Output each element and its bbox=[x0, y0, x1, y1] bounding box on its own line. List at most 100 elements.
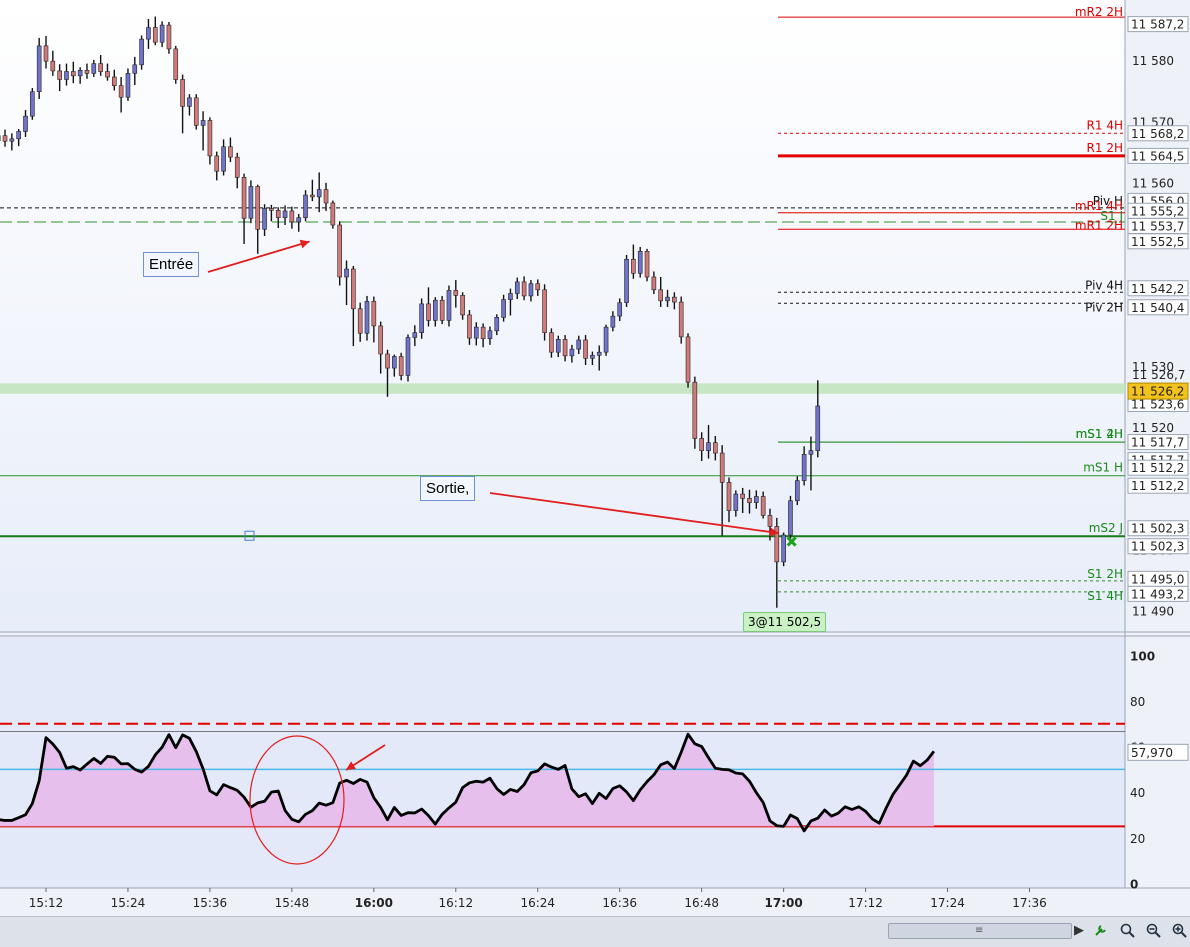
x-tick-label: 15:48 bbox=[275, 896, 310, 910]
level-value-label: 11 502,3 bbox=[1131, 540, 1184, 554]
bull-candle bbox=[10, 139, 14, 141]
bull-candle bbox=[474, 327, 478, 338]
bull-candle bbox=[433, 300, 437, 320]
level-name-label: mS1 2H bbox=[1076, 427, 1123, 441]
bull-candle bbox=[92, 64, 96, 74]
x-tick-label: 17:00 bbox=[765, 896, 803, 910]
entry-annotation[interactable]: Entrée bbox=[143, 252, 199, 277]
bear-candle bbox=[181, 79, 185, 106]
bull-candle bbox=[160, 25, 164, 42]
zoom-out-icon[interactable] bbox=[1144, 921, 1162, 939]
bull-candle bbox=[754, 496, 758, 502]
bear-candle bbox=[713, 443, 717, 453]
exit-annotation[interactable]: Sortie, bbox=[420, 476, 475, 501]
bear-candle bbox=[331, 203, 335, 225]
level-name-label: S1 2H bbox=[1087, 567, 1123, 581]
bear-candle bbox=[679, 302, 683, 337]
level-name-label: mS2 J bbox=[1089, 521, 1123, 535]
order-tag[interactable]: 3@11 502,5 bbox=[743, 612, 826, 632]
bull-candle bbox=[420, 304, 424, 333]
x-tick-label: 16:24 bbox=[520, 896, 555, 910]
bear-candle bbox=[256, 186, 260, 229]
level-value-label: 11 495,0 bbox=[1131, 572, 1184, 586]
bear-candle bbox=[747, 498, 751, 502]
bear-candle bbox=[235, 157, 239, 177]
bear-candle bbox=[290, 211, 294, 222]
bear-candle bbox=[522, 282, 526, 296]
bull-candle bbox=[795, 481, 799, 501]
level-value-label: 11 542,2 bbox=[1131, 282, 1184, 296]
bull-candle bbox=[618, 303, 622, 316]
bear-candle bbox=[467, 315, 471, 338]
bull-candle bbox=[782, 535, 786, 562]
bear-candle bbox=[105, 72, 109, 78]
x-tick-label: 17:24 bbox=[930, 896, 965, 910]
level-value-label: 11 540,4 bbox=[1131, 301, 1184, 315]
bull-candle bbox=[488, 331, 492, 339]
level-name-label: R1 4H bbox=[1087, 118, 1123, 132]
bull-candle bbox=[304, 195, 308, 218]
bear-candle bbox=[563, 339, 567, 356]
bull-candle bbox=[187, 98, 191, 107]
level-value-label: 11 553,7 bbox=[1131, 219, 1184, 233]
bear-candle bbox=[228, 147, 232, 157]
x-tick-label: 16:12 bbox=[439, 896, 474, 910]
bull-candle bbox=[611, 316, 615, 327]
scroll-track[interactable]: ≡ bbox=[888, 923, 1072, 939]
wrench-icon bbox=[1094, 923, 1108, 937]
bear-candle bbox=[85, 70, 89, 73]
bear-candle bbox=[549, 333, 553, 353]
bull-candle bbox=[249, 186, 253, 218]
level-value-label: 11 517,7 bbox=[1131, 436, 1184, 450]
bear-candle bbox=[440, 300, 444, 320]
bull-candle bbox=[556, 339, 560, 352]
zoom-in-icon[interactable] bbox=[1170, 921, 1188, 939]
scroll-grip-icon[interactable]: ≡ bbox=[975, 925, 983, 936]
level-value-label: 11 493,2 bbox=[1131, 587, 1184, 601]
horizontal-scrollbar[interactable]: ≡ ▶ bbox=[0, 916, 1190, 947]
level-value-label: 11 555,2 bbox=[1131, 204, 1184, 218]
level-name-label: Piv 4H bbox=[1085, 278, 1123, 292]
level-name-label: R1 2H bbox=[1087, 141, 1123, 155]
bear-candle bbox=[399, 356, 403, 375]
bull-candle bbox=[222, 147, 226, 171]
bull-candle bbox=[406, 338, 410, 376]
price-y-tick: 11 490 bbox=[1132, 604, 1174, 618]
bear-candle bbox=[672, 297, 676, 302]
price-y-tick: 11 520 bbox=[1132, 421, 1174, 435]
bear-candle bbox=[338, 225, 342, 277]
bull-candle bbox=[707, 443, 711, 451]
bear-candle bbox=[659, 290, 663, 301]
x-tick-label: 16:48 bbox=[684, 896, 719, 910]
level-name-label: mR1 2H bbox=[1075, 218, 1123, 232]
bear-candle bbox=[631, 259, 635, 273]
bear-candle bbox=[153, 28, 157, 43]
zoom-fit-icon[interactable] bbox=[1118, 921, 1136, 939]
bull-candle bbox=[263, 208, 267, 229]
bear-candle bbox=[645, 251, 649, 277]
bear-candle bbox=[58, 71, 62, 80]
x-tick-label: 17:36 bbox=[1012, 896, 1047, 910]
bear-candle bbox=[112, 77, 116, 86]
bull-candle bbox=[508, 293, 512, 299]
x-tick-label: 17:12 bbox=[848, 896, 883, 910]
bear-candle bbox=[693, 382, 697, 438]
bear-candle bbox=[720, 453, 724, 482]
bear-candle bbox=[372, 301, 376, 325]
bull-candle bbox=[140, 39, 144, 65]
bear-candle bbox=[741, 494, 745, 498]
bull-candle bbox=[604, 327, 608, 352]
rsi-y-tick: 40 bbox=[1130, 786, 1145, 800]
bear-candle bbox=[461, 295, 465, 315]
bear-candle bbox=[215, 156, 219, 171]
bear-candle bbox=[536, 284, 540, 290]
scroll-play-icon[interactable]: ▶ bbox=[1070, 921, 1088, 939]
tools-icon[interactable] bbox=[1092, 921, 1110, 939]
bear-candle bbox=[379, 326, 383, 354]
bull-candle bbox=[447, 290, 451, 320]
bear-candle bbox=[686, 337, 690, 382]
level-name-label: mR2 2H bbox=[1075, 5, 1123, 19]
magnifier-minus-icon bbox=[1145, 922, 1161, 938]
rsi-y-tick: 80 bbox=[1130, 695, 1145, 709]
